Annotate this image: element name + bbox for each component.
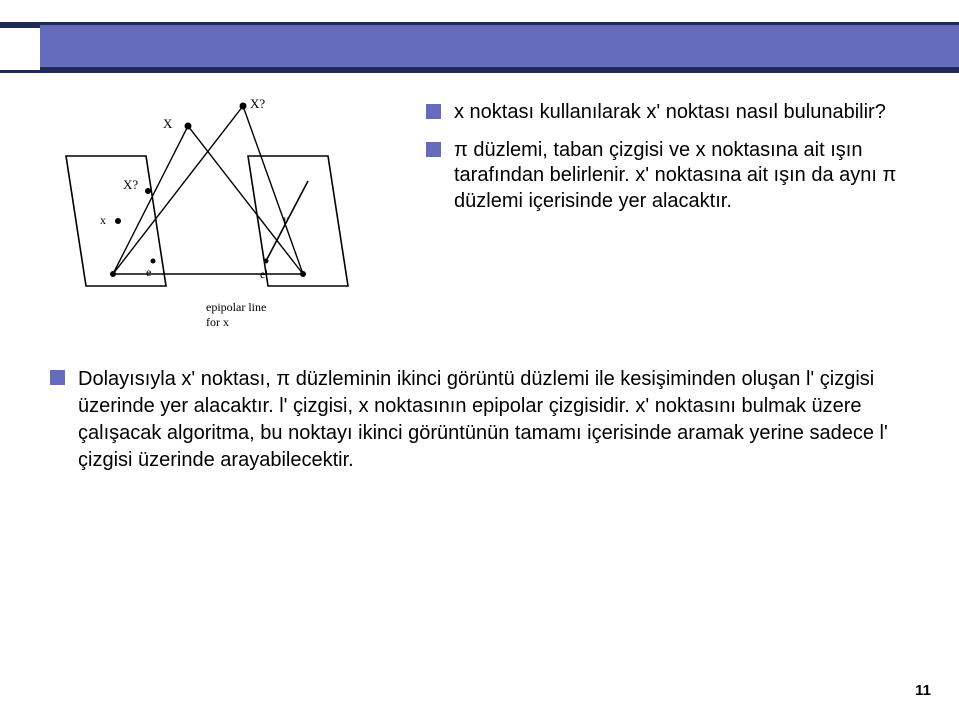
header-fill bbox=[40, 25, 959, 70]
bullet-3-text: Dolayısıyla x' noktası, π düzleminin iki… bbox=[78, 368, 888, 471]
top-bullets: x noktası kullanılarak x' noktası nasıl … bbox=[426, 96, 919, 226]
lower-bullets: Dolayısıyla x' noktası, π düzleminin iki… bbox=[48, 366, 919, 474]
label-e: e bbox=[146, 265, 151, 279]
point-X bbox=[185, 123, 192, 130]
label-X: X bbox=[163, 116, 173, 131]
point-e bbox=[151, 259, 156, 264]
bullet-3: Dolayısıyla x' noktası, π düzleminin iki… bbox=[50, 366, 919, 474]
page-number: 11 bbox=[915, 682, 931, 699]
header-left-line bbox=[0, 25, 40, 28]
bullet-2-text: π düzlemi, taban çizgisi ve x noktasına … bbox=[454, 139, 896, 212]
header-band bbox=[0, 22, 959, 70]
bullet-1: x noktası kullanılarak x' noktası nasıl … bbox=[426, 100, 919, 126]
label-epiline: epipolar line bbox=[206, 300, 266, 314]
label-eprime: e' bbox=[260, 267, 268, 281]
slide-content: X? X X? x e e' l' epipolar line for x x … bbox=[48, 96, 919, 486]
ray-right-1 bbox=[188, 126, 303, 274]
diagram-svg: X? X X? x e e' l' epipolar line for x bbox=[48, 96, 398, 336]
bullet-1-text: x noktası kullanılarak x' noktası nasıl … bbox=[454, 101, 886, 123]
ray-left-1 bbox=[113, 126, 188, 274]
point-Xq2 bbox=[145, 188, 151, 194]
point-x bbox=[115, 218, 121, 224]
epipolar-diagram: X? X X? x e e' l' epipolar line for x bbox=[48, 96, 398, 336]
label-forx: for x bbox=[206, 315, 229, 329]
label-lprime: l' bbox=[283, 214, 289, 229]
point-Xq bbox=[240, 103, 247, 110]
label-Xq2: X? bbox=[123, 177, 138, 192]
bullet-2: π düzlemi, taban çizgisi ve x noktasına … bbox=[426, 138, 919, 215]
label-Xq: X? bbox=[250, 96, 265, 111]
top-row: X? X X? x e e' l' epipolar line for x x … bbox=[48, 96, 919, 336]
label-x: x bbox=[100, 213, 106, 227]
